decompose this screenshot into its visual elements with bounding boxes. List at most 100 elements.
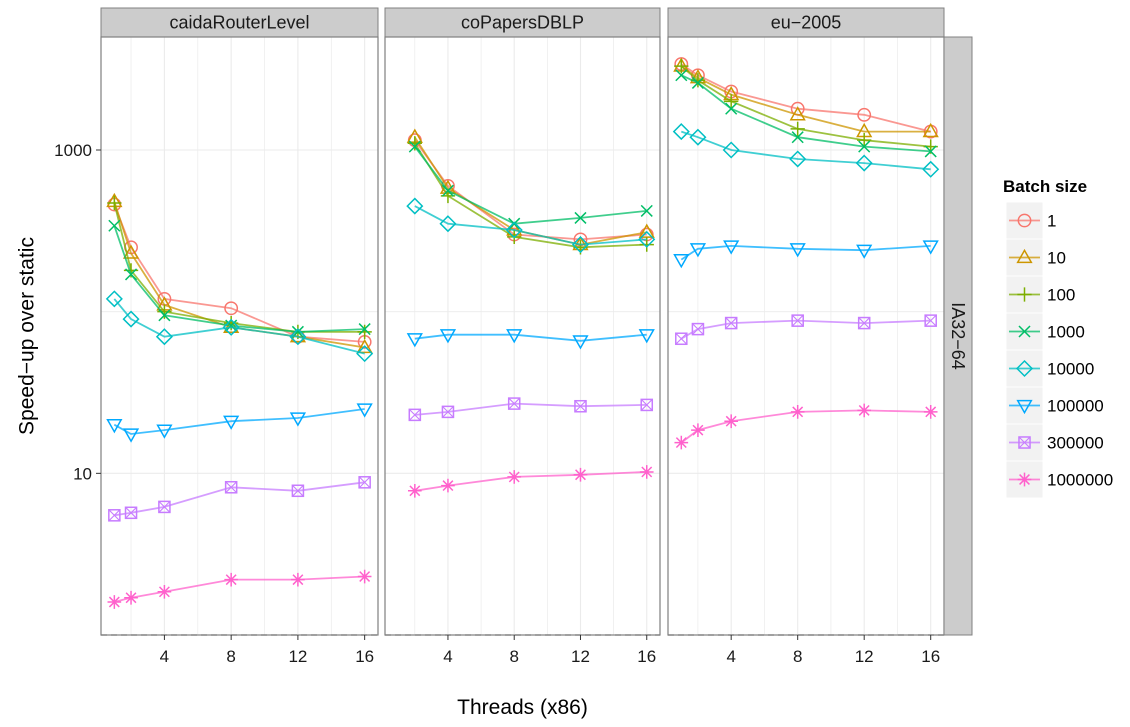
panel-background <box>101 37 378 635</box>
y-tick-label: 10 <box>73 464 92 483</box>
row-strip-background <box>943 36 973 636</box>
data-point <box>441 478 455 493</box>
data-point <box>722 141 740 159</box>
data-point <box>356 345 374 363</box>
gridlines <box>668 37 944 636</box>
row-strip-label: IA32−64 <box>948 302 968 370</box>
x-tick-label: 4 <box>726 647 735 666</box>
x-tick-label: 4 <box>160 647 169 666</box>
data-point <box>357 569 372 584</box>
series-line <box>680 65 931 148</box>
x-tick-label: 8 <box>226 647 235 666</box>
legend-label: 100000 <box>1047 397 1104 416</box>
data-point <box>790 121 805 137</box>
data-point <box>789 150 807 168</box>
data-point <box>224 572 238 587</box>
data-point <box>358 323 371 336</box>
series-10000 <box>406 197 656 254</box>
y-tick-label: 1000 <box>54 141 92 160</box>
data-point <box>922 240 939 255</box>
series-line <box>113 298 365 355</box>
series-10000 <box>672 123 940 178</box>
data-point <box>157 584 172 599</box>
legend-marker <box>1017 287 1032 302</box>
data-point <box>924 145 937 158</box>
panel-border <box>100 36 379 636</box>
legend: Batch size 1 10 100 1000 10000 100000 300000 100… <box>1003 177 1113 499</box>
data-point <box>439 215 457 233</box>
legend-label: 1 <box>1047 212 1056 231</box>
data-point <box>790 405 805 419</box>
data-point <box>105 290 123 308</box>
series-1000000 <box>107 569 372 609</box>
data-point <box>406 333 423 348</box>
series-300000 <box>675 314 937 346</box>
series-1000000 <box>407 465 654 498</box>
panel-caidarouterlevel: caidaRouterLevel 4 8 12 16 <box>100 7 379 666</box>
data-point <box>291 572 305 587</box>
data-point <box>124 506 138 520</box>
data-point <box>857 403 872 418</box>
data-point <box>506 329 523 344</box>
legend-label: 1000 <box>1047 323 1085 342</box>
series-line <box>414 333 647 342</box>
data-point <box>408 140 421 153</box>
x-tick-label: 16 <box>637 647 656 666</box>
data-point <box>108 509 121 522</box>
data-point <box>791 131 804 144</box>
series-1000000 <box>674 403 938 450</box>
x-tick-label: 4 <box>443 647 452 666</box>
data-point <box>225 319 238 332</box>
data-point <box>857 133 872 148</box>
data-point <box>124 590 138 605</box>
series-line <box>680 74 931 153</box>
data-point <box>407 483 422 498</box>
data-point <box>356 403 373 418</box>
data-point <box>508 217 521 230</box>
data-point <box>639 465 654 479</box>
data-point <box>858 140 871 153</box>
legend-marker <box>1017 472 1032 487</box>
legend-entry-10: 10 <box>1005 238 1066 277</box>
data-point <box>672 123 690 141</box>
strip-title: eu−2005 <box>771 13 842 33</box>
data-point <box>673 253 690 269</box>
data-point <box>289 412 307 427</box>
data-point <box>122 310 140 328</box>
series-100000 <box>106 403 373 443</box>
data-point <box>224 480 238 494</box>
series-1000 <box>108 219 371 338</box>
data-point <box>924 314 937 327</box>
data-point <box>357 324 372 340</box>
data-point <box>724 94 739 109</box>
strip-title: caidaRouterLevel <box>169 13 309 33</box>
data-point <box>638 329 655 344</box>
row-strip: IA32−64 <box>943 36 973 636</box>
data-point <box>356 338 373 354</box>
x-tick-label: 12 <box>571 647 590 666</box>
panel-border <box>384 36 661 636</box>
data-point <box>855 154 873 172</box>
data-point <box>791 314 804 327</box>
data-point <box>674 435 689 450</box>
data-point <box>441 184 455 197</box>
data-point <box>289 328 307 346</box>
data-point <box>291 484 305 498</box>
legend-label: 1000000 <box>1047 471 1113 490</box>
legend-marker <box>1015 359 1034 378</box>
data-point <box>107 595 122 609</box>
data-point <box>675 332 688 346</box>
data-point <box>572 335 589 350</box>
data-point <box>723 240 740 255</box>
series-line <box>680 63 931 133</box>
data-point <box>124 268 138 281</box>
series-line <box>681 130 931 171</box>
data-point <box>441 405 455 419</box>
data-point <box>505 221 523 239</box>
data-point <box>573 467 588 482</box>
x-tick-label: 16 <box>921 647 940 666</box>
series-line <box>113 204 365 343</box>
legend-marker <box>1016 248 1033 264</box>
legend-title: Batch size <box>1003 177 1087 196</box>
data-point <box>691 423 705 437</box>
